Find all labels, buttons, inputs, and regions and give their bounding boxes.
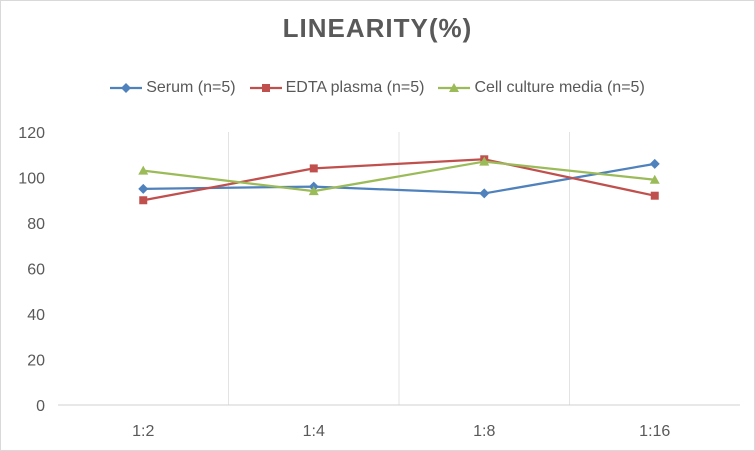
legend-item-serum: Serum (n=5) — [110, 79, 236, 97]
legend-label-cell-culture-media: Cell culture media (n=5) — [474, 79, 645, 96]
data-point — [138, 183, 149, 194]
data-point — [309, 164, 318, 173]
y-tick-label: 80 — [27, 216, 45, 233]
y-tick-label: 40 — [27, 307, 45, 324]
legend-marker-serum — [110, 83, 143, 93]
data-point — [649, 158, 660, 169]
y-tick-label: 100 — [18, 171, 45, 188]
y-tick-label: 60 — [27, 262, 45, 279]
legend-label-edta-plasma: EDTA plasma (n=5) — [285, 79, 425, 96]
y-tick-label: 0 — [36, 398, 45, 415]
x-tick-label: 1:4 — [303, 423, 325, 440]
x-tick-label: 1:8 — [473, 423, 495, 440]
legend-marker-edta-plasma — [249, 84, 282, 92]
legend: Serum (n=5) EDTA plasma (n=5) Cell cultu… — [1, 79, 754, 97]
series-line — [143, 158, 655, 202]
data-point — [479, 188, 490, 199]
legend-item-cell-culture-media: Cell culture media (n=5) — [438, 79, 645, 97]
data-point — [479, 156, 490, 166]
data-point — [650, 191, 659, 200]
data-point — [138, 165, 149, 175]
y-tick-label: 20 — [27, 353, 45, 370]
data-point — [139, 196, 148, 205]
legend-item-edta-plasma: EDTA plasma (n=5) — [249, 79, 425, 97]
legend-label-serum: Serum (n=5) — [146, 79, 236, 96]
series-line — [143, 160, 655, 193]
legend-marker-cell-culture-media — [438, 83, 471, 92]
x-tick-label: 1:2 — [132, 423, 154, 440]
y-tick-label: 120 — [18, 125, 45, 142]
chart-title: LINEARITY(%) — [282, 13, 473, 43]
data-point — [308, 186, 319, 196]
data-point — [649, 174, 660, 184]
x-tick-label: 1:16 — [639, 423, 670, 440]
